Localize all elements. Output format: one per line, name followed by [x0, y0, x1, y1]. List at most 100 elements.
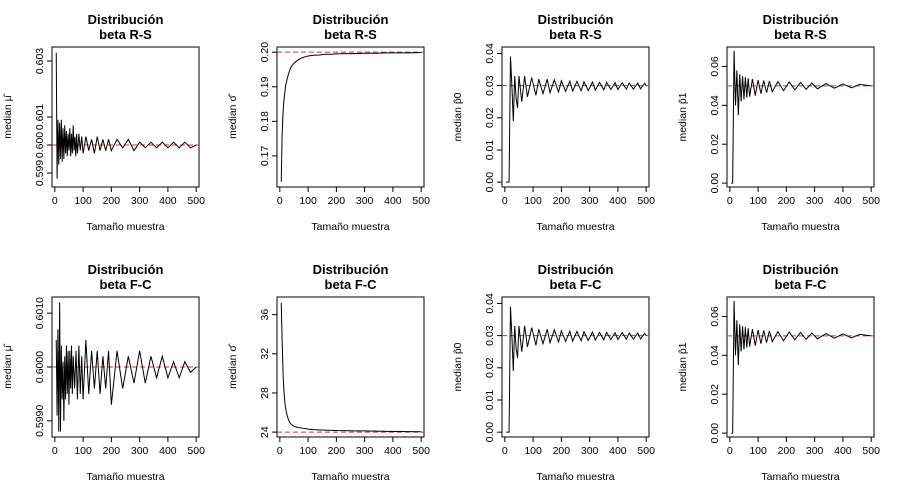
y-axis-label: median σ̂	[227, 343, 239, 389]
x-tick-label: 400	[834, 195, 852, 207]
x-tick-label: 300	[581, 195, 599, 207]
x-tick-label: 200	[778, 445, 796, 457]
x-axis-label: Tamaño muestra	[311, 221, 389, 233]
x-tick-label: 0	[727, 445, 733, 457]
x-tick-label: 300	[131, 445, 149, 457]
x-axis-label: Tamaño muestra	[311, 471, 389, 483]
y-axis-label: median p̂1	[677, 342, 689, 391]
x-tick-label: 300	[131, 195, 149, 207]
x-tick-label: 100	[74, 445, 92, 457]
x-tick-label: 400	[159, 445, 177, 457]
x-tick-label: 300	[581, 445, 599, 457]
chart-title-line1: Distribución	[313, 262, 389, 277]
x-tick-label: 0	[727, 195, 733, 207]
x-tick-label: 400	[609, 445, 627, 457]
series-line	[731, 50, 872, 184]
y-tick-label: 0.04	[709, 345, 721, 366]
chart-title-line1: Distribución	[538, 262, 614, 277]
x-tick-label: 500	[862, 445, 880, 457]
plot-frame	[276, 46, 425, 188]
series-line	[55, 52, 197, 179]
y-tick-label: 0.04	[484, 293, 496, 314]
x-tick-label: 200	[778, 195, 796, 207]
x-tick-label: 100	[74, 195, 92, 207]
x-axis-label: Tamaño muestra	[761, 471, 839, 483]
x-tick-label: 400	[609, 195, 627, 207]
series-line	[731, 300, 872, 434]
series-line	[280, 302, 422, 433]
y-tick-label: 0.601	[34, 104, 46, 130]
series-line	[280, 52, 422, 182]
x-axis-label: Tamaño muestra	[536, 471, 614, 483]
y-tick-label: 0.18	[259, 111, 271, 132]
x-axis-label: Tamaño muestra	[86, 471, 164, 483]
chart-title-line2: beta R-S	[774, 27, 827, 42]
chart-title-line1: Distribución	[88, 12, 164, 27]
x-tick-label: 200	[328, 195, 346, 207]
x-tick-label: 100	[299, 445, 317, 457]
x-tick-label: 300	[806, 445, 824, 457]
y-tick-label: 0.02	[709, 134, 721, 155]
x-tick-label: 100	[749, 195, 767, 207]
x-tick-label: 400	[384, 195, 402, 207]
series-line	[506, 306, 647, 433]
y-tick-label: 0.02	[484, 107, 496, 128]
y-axis-label: median σ̂	[227, 93, 239, 139]
y-tick-label: 0.03	[484, 325, 496, 346]
x-tick-label: 500	[412, 195, 430, 207]
plot-frame	[276, 296, 425, 438]
y-tick-label: 0.02	[709, 384, 721, 405]
chart-title-line1: Distribución	[313, 12, 389, 27]
chart-title-line1: Distribución	[763, 262, 839, 277]
y-tick-label: 0.6000	[34, 351, 46, 383]
y-tick-label: 0.5990	[34, 405, 46, 437]
y-axis-label: median μ̂	[2, 93, 14, 138]
series-line	[55, 302, 197, 432]
y-tick-label: 0.600	[34, 132, 46, 158]
chart-title-line2: beta F-C	[550, 277, 603, 292]
y-tick-label: 0.599	[34, 160, 46, 186]
x-tick-label: 100	[524, 445, 542, 457]
y-tick-label: 0.00	[484, 172, 496, 193]
y-tick-label: 0.06	[709, 56, 721, 77]
x-tick-label: 0	[277, 445, 283, 457]
y-tick-label: 0.20	[259, 42, 271, 63]
y-tick-label: 36	[259, 309, 271, 321]
x-axis-label: Tamaño muestra	[536, 221, 614, 233]
chart-title-line1: Distribución	[88, 262, 164, 277]
x-tick-label: 500	[862, 195, 880, 207]
plot-frame	[726, 296, 875, 438]
chart-title-line2: beta R-S	[99, 27, 152, 42]
y-tick-label: 0.02	[484, 357, 496, 378]
x-tick-label: 200	[328, 445, 346, 457]
y-axis-label: median μ̂	[2, 343, 14, 388]
y-tick-label: 0.01	[484, 140, 496, 161]
y-tick-label: 0.00	[709, 423, 721, 444]
x-tick-label: 200	[553, 445, 571, 457]
y-tick-label: 24	[259, 426, 271, 438]
x-tick-label: 500	[412, 445, 430, 457]
x-tick-label: 100	[524, 195, 542, 207]
plot-frame	[726, 46, 875, 188]
x-tick-label: 400	[384, 445, 402, 457]
y-tick-label: 0.00	[709, 173, 721, 194]
x-tick-label: 0	[52, 195, 58, 207]
chart-title-line2: beta R-S	[324, 27, 377, 42]
x-tick-label: 500	[187, 195, 205, 207]
x-axis-label: Tamaño muestra	[761, 221, 839, 233]
x-tick-label: 0	[52, 445, 58, 457]
x-tick-label: 100	[749, 445, 767, 457]
x-tick-label: 0	[502, 445, 508, 457]
y-tick-label: 0.04	[709, 95, 721, 116]
x-tick-label: 500	[637, 445, 655, 457]
y-tick-label: 0.00	[484, 422, 496, 443]
y-axis-label: median p̂1	[677, 92, 689, 141]
chart-title-line2: beta R-S	[549, 27, 602, 42]
chart-title-line1: Distribución	[538, 12, 614, 27]
chart-title-line1: Distribución	[763, 12, 839, 27]
x-tick-label: 0	[502, 195, 508, 207]
y-tick-label: 0.03	[484, 75, 496, 96]
y-tick-label: 0.6010	[34, 297, 46, 329]
chart-title-line2: beta F-C	[100, 277, 153, 292]
